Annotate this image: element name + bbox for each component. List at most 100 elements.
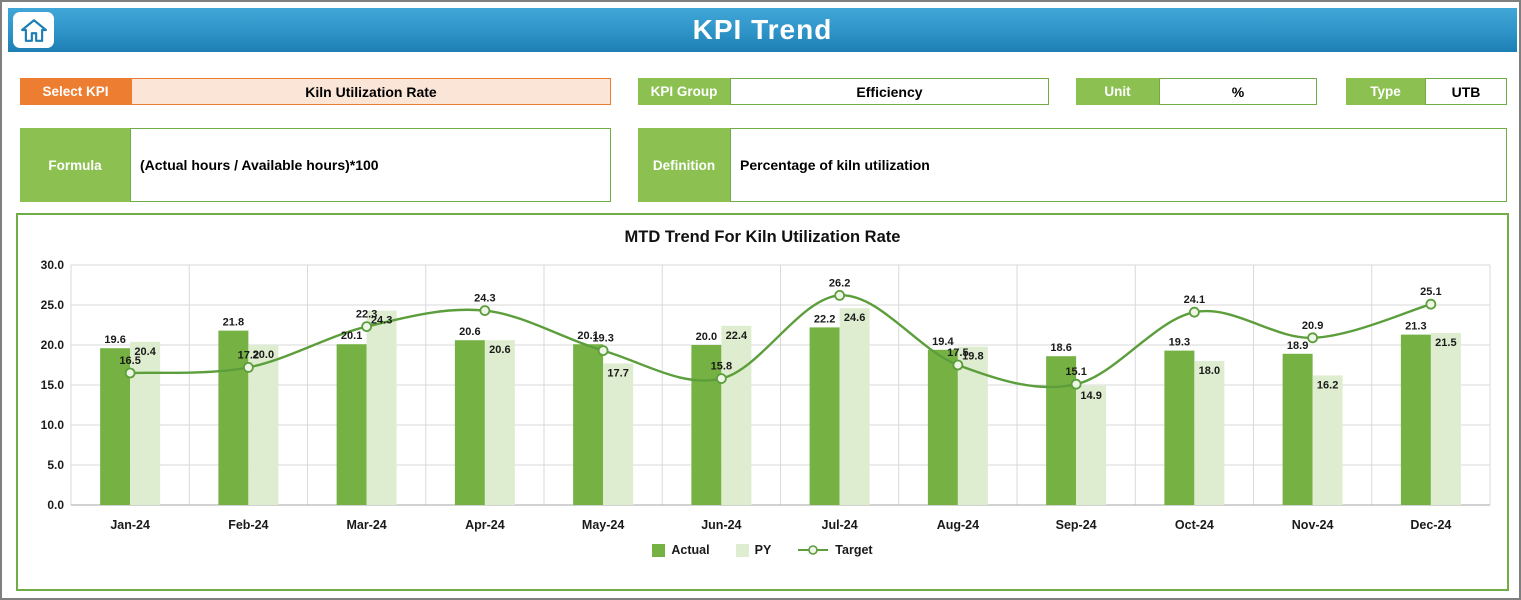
type-value: UTB [1425, 78, 1507, 105]
data-label-actual-May-24: 20.1 [577, 330, 598, 342]
bar-actual-Nov-24 [1282, 353, 1313, 505]
legend-actual-swatch [652, 543, 666, 557]
target-point-Oct-24 [1188, 306, 1200, 318]
bar-py-Jan-24 [130, 341, 161, 505]
data-label-py-Apr-24: 20.6 [489, 344, 510, 356]
x-axis-label-Jun-24: Jun-24 [701, 518, 741, 532]
bar-actual-Aug-24 [927, 349, 958, 505]
x-axis-label-May-24: May-24 [582, 518, 624, 532]
y-axis-tick-label: 30.0 [41, 258, 65, 272]
bar-py-Mar-24 [366, 310, 397, 505]
data-label-target-Apr-24: 24.3 [474, 293, 495, 305]
legend-target-label: Target [835, 543, 873, 557]
x-axis-label-Oct-24: Oct-24 [1175, 518, 1214, 532]
data-label-target-Jul-24: 26.2 [829, 277, 850, 289]
data-label-py-Jun-24: 22.4 [726, 330, 748, 342]
chart-title: MTD Trend For Kiln Utilization Rate [624, 228, 901, 246]
bar-actual-Sep-24 [1046, 356, 1077, 505]
bar-py-Apr-24 [484, 340, 515, 505]
bar-py-Sep-24 [1076, 385, 1107, 505]
legend-py: PY [735, 543, 772, 557]
y-axis-tick-label: 25.0 [41, 298, 65, 312]
data-label-actual-Mar-24: 20.1 [341, 330, 362, 342]
legend-py-swatch [735, 543, 749, 557]
target-point-Apr-24 [479, 305, 491, 316]
data-label-actual-Jun-24: 20.0 [696, 331, 717, 343]
bar-actual-Mar-24 [336, 344, 367, 505]
legend-target-icon [798, 545, 829, 555]
bar-py-Oct-24 [1194, 361, 1225, 505]
bar-py-Dec-24 [1430, 333, 1461, 505]
data-label-target-Dec-24: 25.1 [1420, 286, 1441, 298]
data-label-target-Nov-24: 20.9 [1302, 320, 1323, 332]
page-title: KPI Trend [692, 14, 833, 45]
unit-label: Unit [1076, 78, 1159, 105]
bar-actual-Feb-24 [218, 330, 249, 505]
data-label-py-Dec-24: 21.5 [1435, 337, 1456, 349]
bar-actual-Jul-24 [809, 327, 840, 505]
data-label-py-Oct-24: 18.0 [1199, 365, 1220, 377]
data-label-target-Jan-24: 16.5 [119, 355, 140, 367]
x-axis-label-Apr-24: Apr-24 [465, 518, 505, 532]
data-label-py-Nov-24: 16.2 [1317, 379, 1338, 391]
unit-value: % [1159, 78, 1317, 105]
type-label: Type [1346, 78, 1425, 105]
trend-chart: 0.0 5.0 10.0 15.0 20.0 25.0 30.0 19.6 20.416.5 Ja… [41, 258, 1491, 532]
data-label-target-May-24: 19.3 [592, 333, 613, 345]
legend-py-label: PY [754, 543, 772, 557]
target-point-Mar-24 [361, 321, 373, 332]
target-point-Feb-24 [242, 362, 254, 373]
bar-actual-Apr-24 [454, 340, 485, 505]
data-label-target-Feb-24: 17.2 [238, 349, 259, 361]
select-kpi-dropdown[interactable]: Kiln Utilization Rate [131, 78, 611, 105]
home-button[interactable] [13, 12, 54, 48]
target-point-Nov-24 [1307, 332, 1319, 344]
x-axis-label-Feb-24: Feb-24 [228, 518, 268, 532]
data-label-py-Aug-24: 19.8 [962, 351, 983, 363]
data-label-target-Oct-24: 24.1 [1184, 294, 1205, 306]
target-point-Jul-24 [834, 290, 846, 301]
data-label-actual-Nov-24: 18.9 [1287, 340, 1308, 352]
data-label-py-Jan-24: 20.4 [134, 346, 156, 358]
bar-py-Nov-24 [1312, 375, 1343, 505]
bar-py-May-24 [603, 363, 634, 505]
bar-actual-Jun-24 [691, 345, 722, 505]
data-label-actual-Apr-24: 20.6 [459, 326, 480, 338]
x-axis-label-Sep-24: Sep-24 [1056, 518, 1097, 532]
data-label-target-Jun-24: 15.8 [711, 361, 732, 373]
y-axis-tick-label: 10.0 [41, 418, 65, 432]
x-axis-label-Mar-24: Mar-24 [346, 518, 386, 532]
data-label-py-Jul-24: 24.6 [844, 312, 865, 324]
y-axis-tick-label: 15.0 [41, 378, 65, 392]
data-label-actual-Feb-24: 21.8 [223, 317, 244, 329]
bar-py-Jul-24 [839, 308, 870, 505]
data-label-py-Mar-24: 24.3 [371, 315, 392, 327]
data-label-target-Mar-24: 22.3 [356, 309, 377, 321]
target-point-Dec-24 [1425, 298, 1437, 310]
definition-value: Percentage of kiln utilization [730, 128, 1507, 202]
data-label-actual-Sep-24: 18.6 [1050, 342, 1071, 354]
data-label-target-Sep-24: 15.1 [1065, 366, 1086, 378]
kpi-group-value: Efficiency [730, 78, 1049, 105]
data-label-py-Feb-24: 20.0 [253, 349, 274, 361]
legend-target: Target [797, 543, 873, 557]
target-point-May-24 [597, 345, 609, 356]
bar-py-Feb-24 [248, 345, 279, 505]
kpi-group-label: KPI Group [638, 78, 730, 105]
data-label-target-Aug-24: 17.5 [947, 347, 968, 359]
bar-py-Jun-24 [721, 325, 752, 505]
target-point-Sep-24 [1070, 378, 1082, 390]
legend-actual-label: Actual [671, 543, 710, 557]
x-axis-label-Jan-24: Jan-24 [110, 518, 150, 532]
target-point-Jan-24 [124, 367, 136, 379]
bar-actual-Oct-24 [1164, 350, 1195, 505]
home-icon [20, 19, 47, 42]
data-label-py-Sep-24: 14.9 [1080, 390, 1101, 402]
chart-panel: MTD Trend For Kiln Utilization Rate 0.0 5… [16, 213, 1509, 591]
header: KPI Trend [8, 8, 1517, 52]
x-axis-label-Aug-24: Aug-24 [937, 518, 979, 532]
bar-actual-May-24 [573, 344, 604, 505]
y-axis-tick-label: 0.0 [47, 498, 64, 512]
data-label-actual-Aug-24: 19.4 [932, 336, 954, 348]
